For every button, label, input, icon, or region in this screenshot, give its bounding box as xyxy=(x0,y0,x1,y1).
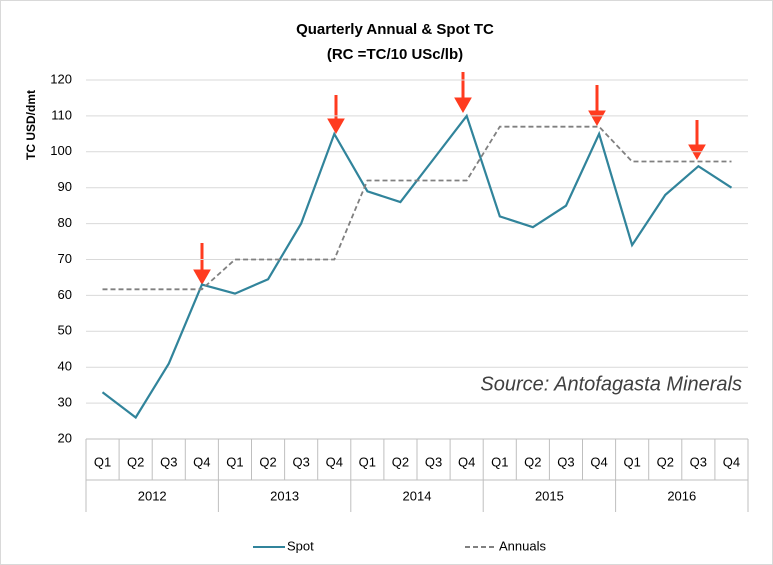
y-tick-label: 50 xyxy=(58,323,72,338)
x-tick-label: Q1 xyxy=(359,454,376,469)
x-tick-label: Q2 xyxy=(392,454,409,469)
x-tick-label: Q4 xyxy=(193,454,210,469)
x-tick-label: Q4 xyxy=(458,454,475,469)
x-tick-label: Q1 xyxy=(226,454,243,469)
y-tick-label: 80 xyxy=(58,215,72,230)
x-tick-label: Q1 xyxy=(623,454,640,469)
x-tick-label: Q2 xyxy=(127,454,144,469)
x-tick-label: Q3 xyxy=(557,454,574,469)
y-tick-label: 120 xyxy=(50,71,72,86)
y-tick-label: 90 xyxy=(58,179,72,194)
x-tick-label: Q3 xyxy=(425,454,442,469)
y-axis-label: TC USD/dmt xyxy=(24,90,38,160)
y-tick-label: 70 xyxy=(58,251,72,266)
annotation: Source: Antofagasta Minerals xyxy=(480,373,742,395)
x-tick-label: Q1 xyxy=(491,454,508,469)
x-tick-label: Q3 xyxy=(690,454,707,469)
series-line xyxy=(102,125,732,291)
y-tick-label: 100 xyxy=(50,143,72,158)
x-tick-label: Q4 xyxy=(590,454,607,469)
legend-label: Spot xyxy=(287,538,314,553)
y-tick-label: 40 xyxy=(58,359,72,374)
x-group-label: 2015 xyxy=(535,488,564,503)
x-tick-label: Q1 xyxy=(94,454,111,469)
x-tick-label: Q4 xyxy=(723,454,740,469)
y-tick-label: 110 xyxy=(51,107,72,122)
y-tick-label: 20 xyxy=(58,430,72,445)
x-tick-label: Q3 xyxy=(292,454,309,469)
x-group-label: 2013 xyxy=(270,488,299,503)
chart-subtitle: (RC =TC/10 USc/lb) xyxy=(327,46,463,63)
x-tick-label: Q2 xyxy=(657,454,674,469)
x-group-label: 2012 xyxy=(138,488,167,503)
legend-label: Annuals xyxy=(499,538,546,553)
x-tick-label: Q2 xyxy=(524,454,541,469)
x-group-label: 2014 xyxy=(403,488,432,503)
y-tick-label: 30 xyxy=(58,395,72,410)
x-tick-label: Q2 xyxy=(259,454,276,469)
chart-title: Quarterly Annual & Spot TC xyxy=(296,21,494,38)
y-tick-label: 60 xyxy=(58,287,72,302)
x-tick-label: Q4 xyxy=(326,454,343,469)
x-tick-label: Q3 xyxy=(160,454,177,469)
x-group-label: 2016 xyxy=(667,488,696,503)
